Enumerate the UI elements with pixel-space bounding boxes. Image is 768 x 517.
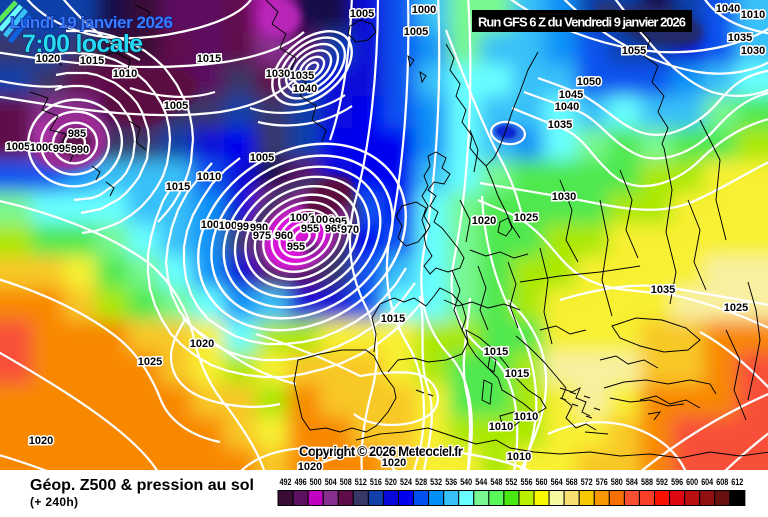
svg-text:536: 536 (445, 477, 457, 487)
svg-text:1020: 1020 (36, 53, 60, 65)
svg-text:1010: 1010 (489, 421, 513, 433)
svg-text:1005: 1005 (290, 212, 314, 224)
svg-text:580: 580 (611, 477, 623, 487)
svg-text:1010: 1010 (197, 171, 221, 183)
svg-text:1010: 1010 (741, 9, 765, 21)
svg-text:1005: 1005 (164, 100, 188, 112)
svg-text:1010: 1010 (113, 68, 137, 80)
svg-text:1020: 1020 (472, 215, 496, 227)
svg-text:1015: 1015 (80, 55, 104, 67)
svg-text:(+ 240h): (+ 240h) (30, 495, 78, 509)
svg-text:1020: 1020 (382, 457, 406, 469)
svg-text:496: 496 (295, 477, 307, 487)
svg-text:960: 960 (275, 230, 293, 242)
svg-text:1040: 1040 (716, 3, 740, 15)
svg-text:576: 576 (596, 477, 608, 487)
svg-text:604: 604 (701, 477, 713, 487)
svg-text:1005: 1005 (6, 141, 30, 153)
svg-text:985: 985 (68, 128, 86, 140)
svg-text:1035: 1035 (290, 70, 314, 82)
svg-text:1025: 1025 (138, 356, 162, 368)
svg-text:1015: 1015 (505, 368, 529, 380)
svg-text:540: 540 (460, 477, 472, 487)
svg-text:990: 990 (250, 222, 268, 234)
svg-text:556: 556 (521, 477, 533, 487)
svg-text:1030: 1030 (266, 68, 290, 80)
svg-text:564: 564 (551, 477, 563, 487)
svg-text:1040: 1040 (293, 83, 317, 95)
svg-text:1020: 1020 (298, 461, 322, 473)
svg-text:516: 516 (370, 477, 382, 487)
svg-text:1000: 1000 (412, 4, 436, 16)
svg-text:1015: 1015 (197, 53, 221, 65)
svg-text:552: 552 (505, 477, 517, 487)
svg-text:Géop. Z500 & pression au sol: Géop. Z500 & pression au sol (30, 477, 254, 494)
svg-text:995: 995 (53, 143, 71, 155)
svg-text:1000: 1000 (310, 214, 334, 226)
svg-text:504: 504 (325, 477, 337, 487)
svg-text:608: 608 (716, 477, 728, 487)
svg-text:560: 560 (536, 477, 548, 487)
svg-text:955: 955 (287, 241, 305, 253)
svg-text:600: 600 (686, 477, 698, 487)
svg-text:508: 508 (340, 477, 352, 487)
svg-text:1010: 1010 (514, 411, 538, 423)
svg-text:1010: 1010 (507, 451, 531, 463)
svg-text:612: 612 (731, 477, 743, 487)
svg-text:1045: 1045 (559, 89, 583, 101)
svg-text:512: 512 (355, 477, 367, 487)
svg-text:548: 548 (490, 477, 502, 487)
svg-text:596: 596 (671, 477, 683, 487)
svg-text:1020: 1020 (29, 435, 53, 447)
svg-text:492: 492 (280, 477, 292, 487)
svg-text:568: 568 (566, 477, 578, 487)
svg-text:965: 965 (325, 223, 343, 235)
svg-text:1055: 1055 (622, 45, 646, 57)
svg-text:995: 995 (329, 216, 347, 228)
svg-text:975: 975 (253, 230, 271, 242)
svg-text:572: 572 (581, 477, 593, 487)
svg-text:1050: 1050 (577, 76, 601, 88)
svg-text:1015: 1015 (484, 346, 508, 358)
svg-text:Run GFS 6 Z du Vendredi 9 janv: Run GFS 6 Z du Vendredi 9 janvier 2026 (478, 15, 686, 30)
svg-text:1015: 1015 (166, 181, 190, 193)
svg-text:1005: 1005 (404, 26, 428, 38)
svg-text:520: 520 (385, 477, 397, 487)
svg-text:544: 544 (475, 477, 487, 487)
svg-text:1035: 1035 (548, 119, 572, 131)
svg-text:Copyright © 2026 Meteociel.fr: Copyright © 2026 Meteociel.fr (299, 444, 464, 459)
svg-text:1000: 1000 (30, 142, 54, 154)
svg-text:970: 970 (341, 224, 359, 236)
svg-text:1020: 1020 (190, 338, 214, 350)
svg-text:7:00 locale: 7:00 locale (22, 30, 143, 58)
svg-text:1015: 1015 (381, 313, 405, 325)
svg-text:532: 532 (430, 477, 442, 487)
svg-text:500: 500 (310, 477, 322, 487)
svg-text:588: 588 (641, 477, 653, 487)
svg-text:592: 592 (656, 477, 668, 487)
svg-text:1035: 1035 (728, 32, 752, 44)
svg-text:995: 995 (237, 221, 255, 233)
svg-text:1000: 1000 (219, 220, 243, 232)
svg-text:990: 990 (71, 144, 89, 156)
svg-text:1025: 1025 (514, 212, 538, 224)
svg-text:955: 955 (301, 223, 319, 235)
svg-text:Lundi 19 janvier 2026: Lundi 19 janvier 2026 (10, 13, 173, 32)
svg-text:528: 528 (415, 477, 427, 487)
svg-text:1025: 1025 (724, 302, 748, 314)
svg-text:1005: 1005 (250, 152, 274, 164)
svg-text:1005: 1005 (350, 8, 374, 20)
svg-text:1035: 1035 (651, 284, 675, 296)
svg-text:1030: 1030 (741, 45, 765, 57)
svg-text:524: 524 (400, 477, 412, 487)
svg-text:584: 584 (626, 477, 638, 487)
svg-text:1040: 1040 (555, 101, 579, 113)
svg-text:1005: 1005 (201, 219, 225, 231)
svg-text:1030: 1030 (552, 191, 576, 203)
